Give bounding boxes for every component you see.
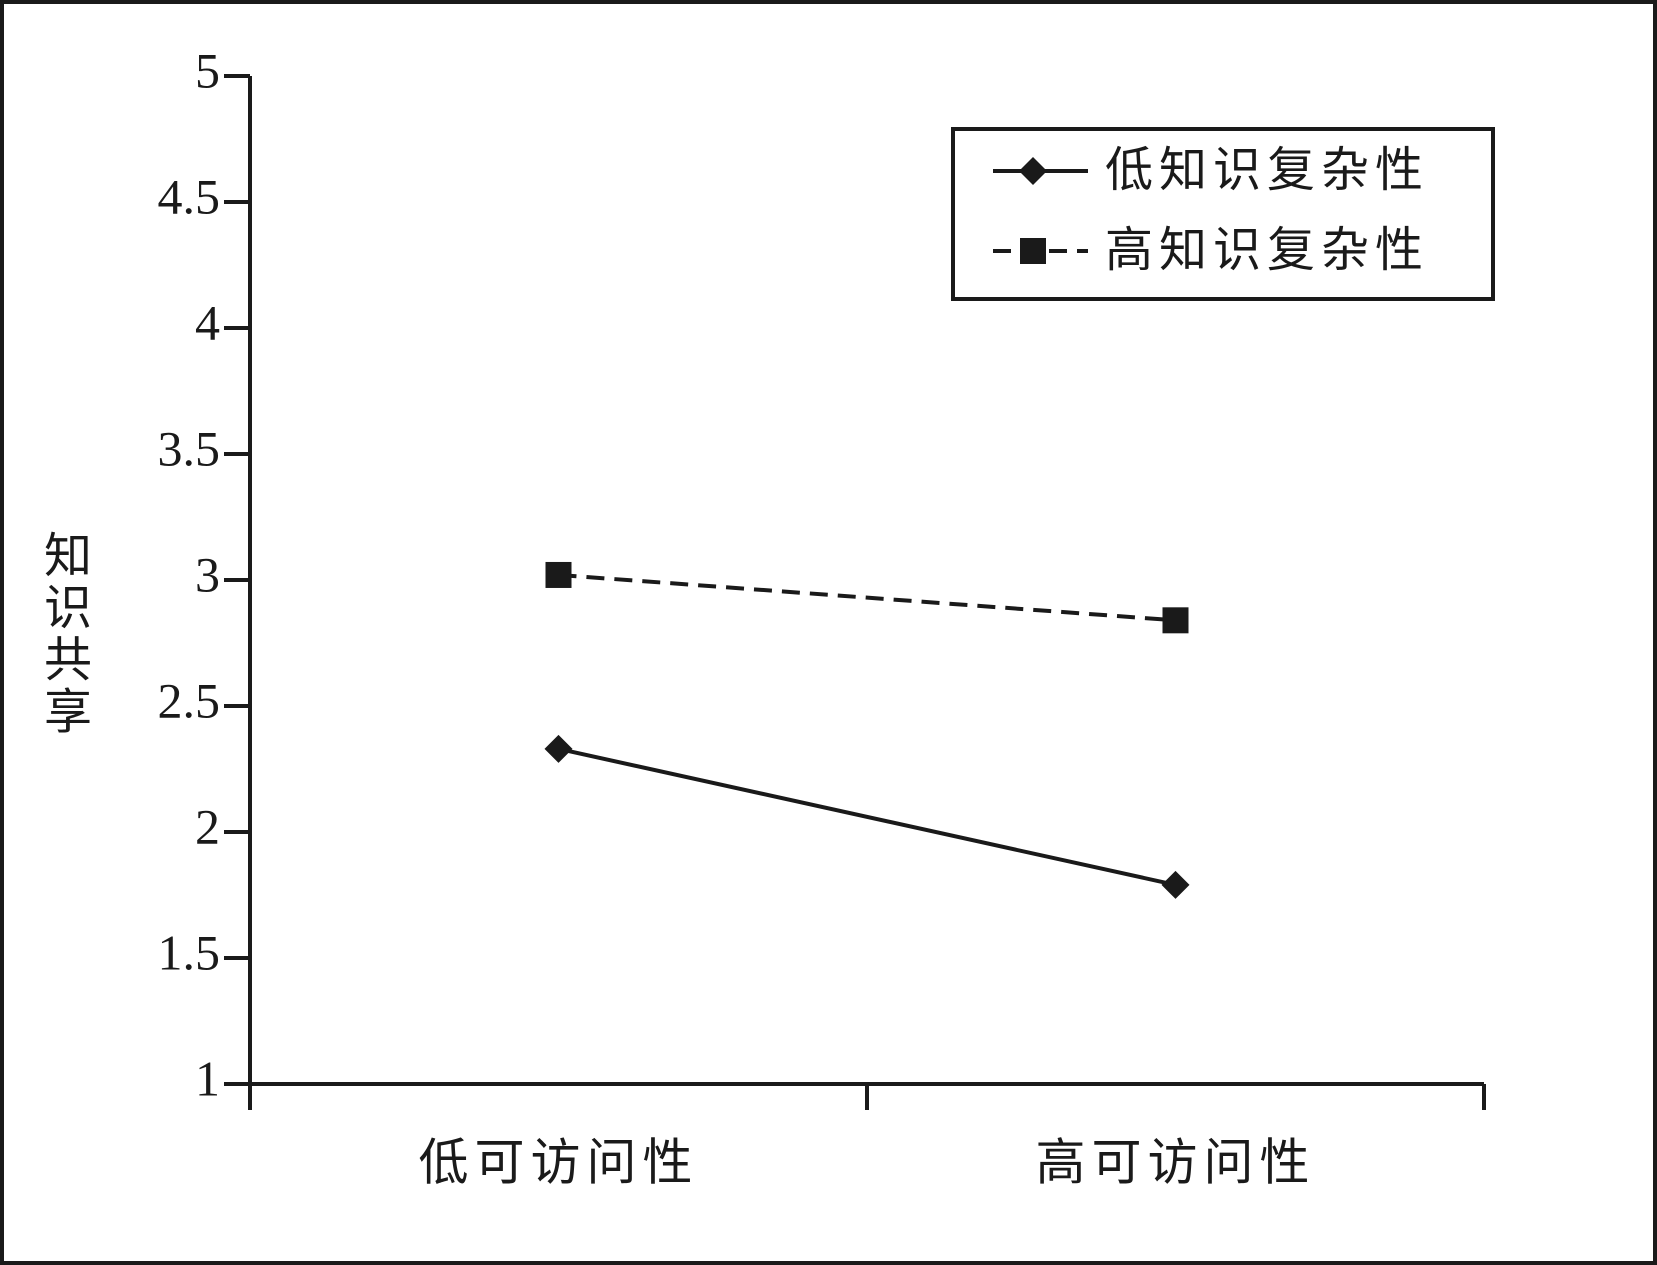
y-tick-label: 2.5 — [158, 672, 221, 728]
x-tick-label: 高可访问性 — [1036, 1134, 1316, 1190]
point — [1161, 870, 1190, 899]
y-tick-label: 3 — [195, 546, 220, 602]
y-tick-label: 1.5 — [158, 924, 221, 980]
y-tick-label: 1 — [195, 1050, 220, 1106]
legend-label: 低知识复杂性 — [1105, 144, 1429, 197]
legend-marker — [1020, 238, 1046, 264]
point — [545, 561, 572, 588]
y-tick-label: 5 — [195, 42, 220, 98]
y-tick-label: 2 — [195, 798, 220, 854]
legend-box — [951, 127, 1495, 301]
y-tick-label: 4.5 — [158, 168, 221, 224]
series-line — [558, 572, 1176, 623]
point — [544, 734, 573, 763]
y-tick-label: 3.5 — [158, 420, 221, 476]
y-axis-label: 知识共享 — [36, 530, 91, 738]
legend-label: 高知识复杂性 — [1105, 224, 1429, 277]
y-tick-label: 4 — [195, 294, 220, 350]
legend-marker — [1019, 157, 1047, 185]
point — [1162, 607, 1189, 634]
series-line — [558, 746, 1176, 887]
x-tick-label: 低可访问性 — [419, 1134, 699, 1190]
